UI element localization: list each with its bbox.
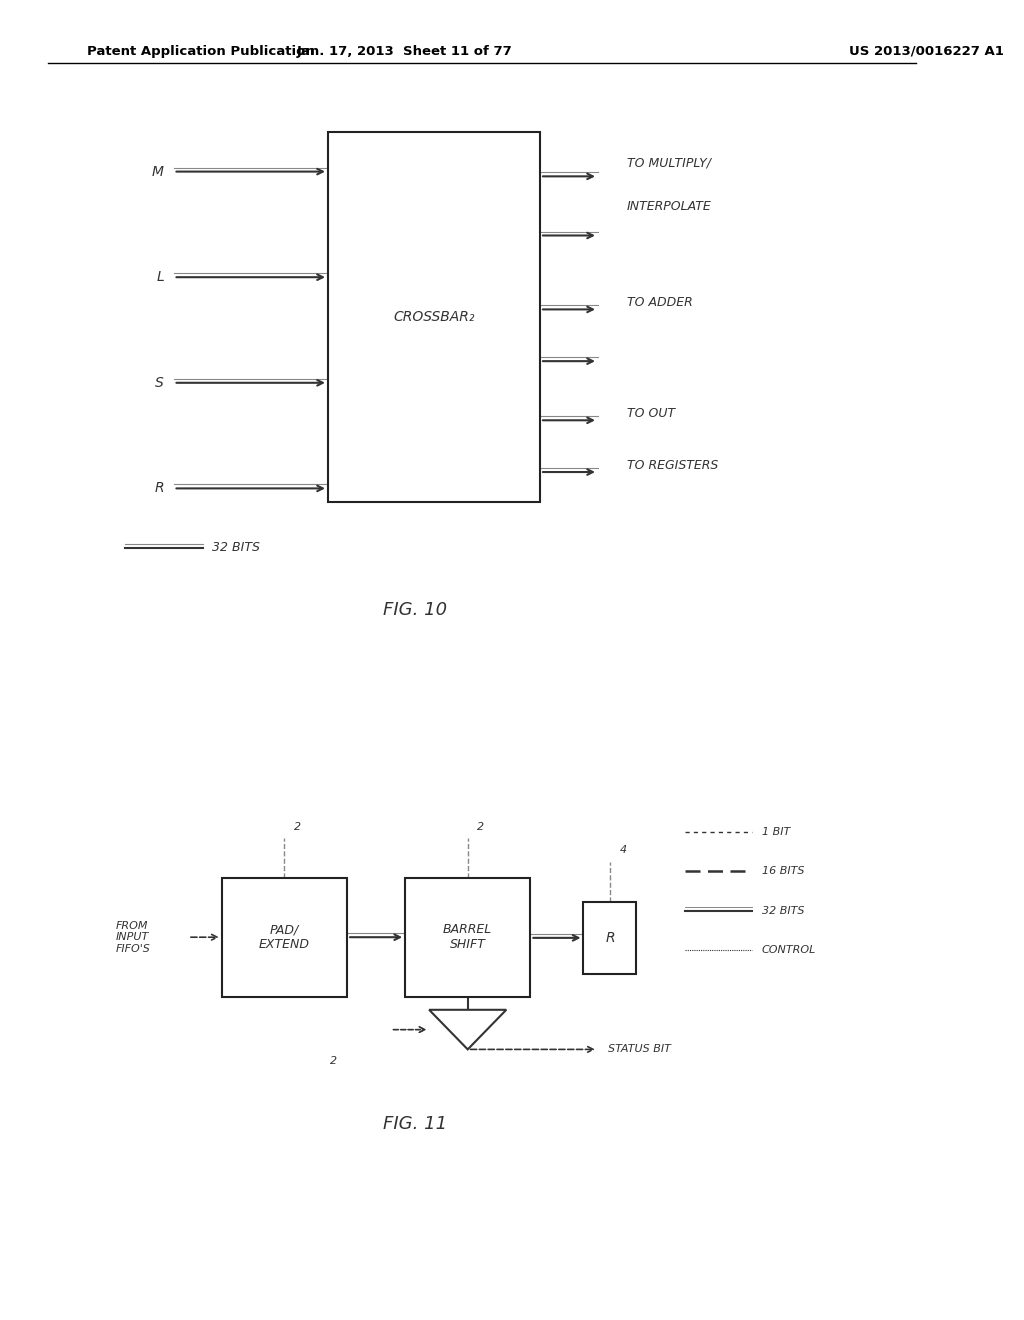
Text: Jan. 17, 2013  Sheet 11 of 77: Jan. 17, 2013 Sheet 11 of 77 [297, 45, 513, 58]
Text: PAD/
EXTEND: PAD/ EXTEND [259, 923, 310, 952]
Text: R: R [155, 482, 164, 495]
Text: TO MULTIPLY/: TO MULTIPLY/ [627, 157, 711, 170]
Text: 1 BIT: 1 BIT [762, 826, 791, 837]
Text: CONTROL: CONTROL [762, 945, 816, 956]
Text: STATUS BIT: STATUS BIT [607, 1044, 671, 1055]
Text: INTERPOLATE: INTERPOLATE [627, 201, 712, 213]
Bar [406, 878, 530, 997]
Text: Patent Application Publication: Patent Application Publication [87, 45, 314, 58]
Text: CROSSBAR₂: CROSSBAR₂ [393, 310, 475, 323]
Text: TO ADDER: TO ADDER [627, 296, 692, 309]
Text: 2: 2 [331, 1056, 338, 1067]
Text: US 2013/0016227 A1: US 2013/0016227 A1 [849, 45, 1004, 58]
Text: BARREL
SHIFT: BARREL SHIFT [443, 923, 493, 952]
Text: FROM
INPUT
FIFO'S: FROM INPUT FIFO'S [116, 920, 151, 954]
Text: 4: 4 [620, 845, 627, 855]
Text: 32 BITS: 32 BITS [212, 541, 260, 554]
Text: M: M [152, 165, 164, 178]
Text: TO OUT: TO OUT [627, 407, 675, 420]
Text: 32 BITS: 32 BITS [762, 906, 804, 916]
Text: 16 BITS: 16 BITS [762, 866, 804, 876]
Text: TO REGISTERS: TO REGISTERS [627, 459, 718, 473]
Bar [222, 878, 347, 997]
Text: 2: 2 [477, 821, 484, 832]
Text: S: S [156, 376, 164, 389]
Text: FIG. 10: FIG. 10 [383, 601, 446, 619]
Polygon shape [429, 1010, 506, 1049]
Text: 2: 2 [294, 821, 301, 832]
Text: R: R [605, 931, 614, 945]
Bar [584, 902, 637, 974]
Text: FIG. 11: FIG. 11 [383, 1115, 446, 1134]
Bar [328, 132, 540, 502]
Text: L: L [157, 271, 164, 284]
